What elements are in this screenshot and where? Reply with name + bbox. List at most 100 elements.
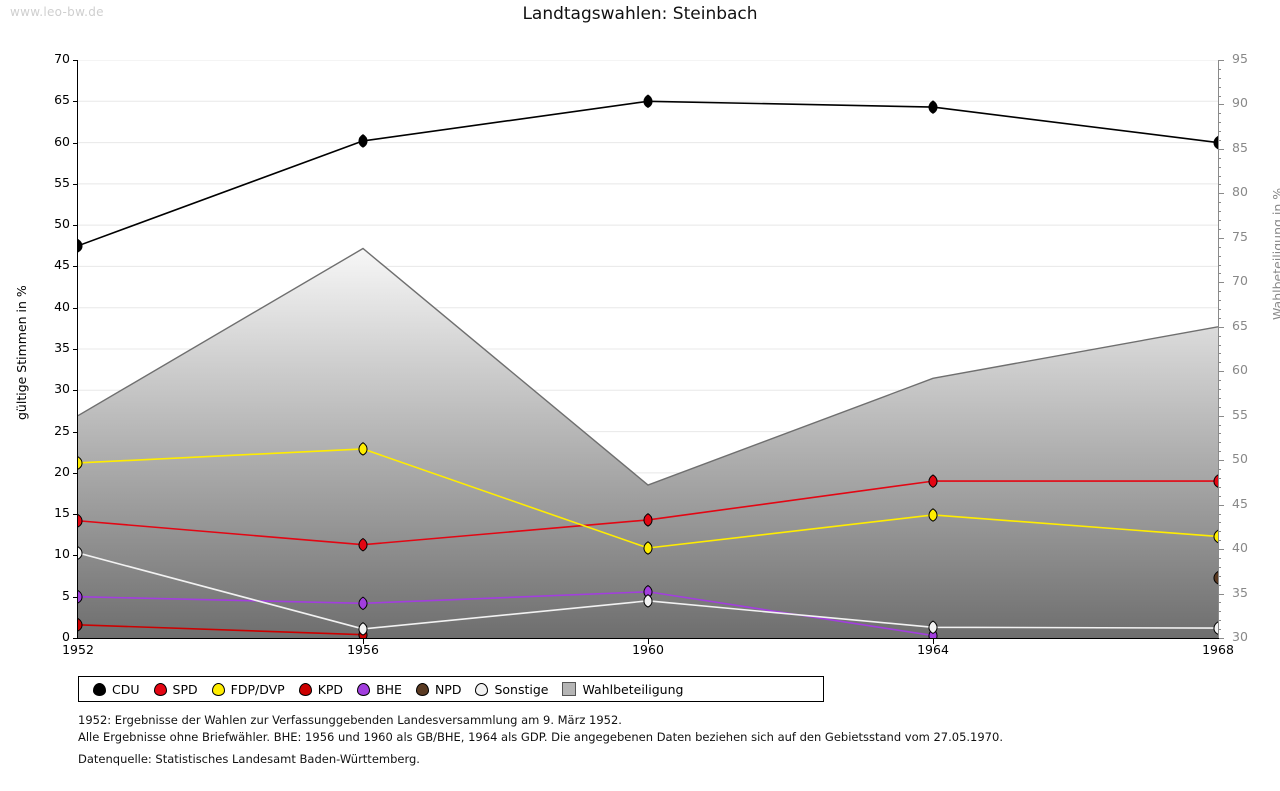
right-axis-tickmark xyxy=(1218,291,1221,293)
left-axis-tickmark xyxy=(73,225,78,227)
right-axis-tickmark xyxy=(1218,140,1221,142)
left-axis-tick: 35 xyxy=(54,340,70,355)
right-axis-tickmark xyxy=(1218,389,1221,390)
legend-label: Sonstige xyxy=(494,681,549,697)
left-axis-tickmark xyxy=(73,142,78,144)
legend-diamond-icon xyxy=(475,682,489,696)
left-axis-tick: 10 xyxy=(54,546,70,562)
right-axis-tick: 90 xyxy=(1232,95,1248,111)
right-axis-tick: 60 xyxy=(1232,362,1248,378)
left-axis-tick: 50 xyxy=(54,216,70,232)
right-axis-tickmark xyxy=(1218,282,1224,284)
right-axis-tickmark xyxy=(1218,469,1221,471)
legend-label: Wahlbeteiligung xyxy=(582,681,684,697)
turnout-area xyxy=(78,247,1218,638)
left-axis-tick: 45 xyxy=(54,257,70,273)
right-axis-tickmark xyxy=(1218,397,1221,399)
left-axis-tickmark xyxy=(73,596,78,598)
legend-label: SPD xyxy=(172,681,198,697)
left-axis-tickmark xyxy=(73,307,78,309)
right-axis-tickmark xyxy=(1218,68,1221,70)
right-axis-tick: 85 xyxy=(1232,139,1248,155)
left-axis-tickmark xyxy=(73,555,78,557)
right-axis-tickmark xyxy=(1218,513,1221,515)
left-axis-tickmark xyxy=(73,472,78,474)
right-axis-tickmark xyxy=(1218,371,1224,373)
right-axis-tickmark xyxy=(1218,255,1221,257)
left-axis-tick: 55 xyxy=(54,174,70,190)
right-axis-tickmark xyxy=(1218,326,1224,328)
right-axis-tickmark xyxy=(1218,211,1221,213)
right-axis-tickmark xyxy=(1218,424,1221,426)
legend-diamond-icon xyxy=(415,682,429,696)
right-axis-tick: 30 xyxy=(1232,629,1248,644)
left-axis-tickmark xyxy=(73,431,78,433)
right-axis-tickmark xyxy=(1218,344,1221,346)
left-axis-tickmark xyxy=(73,638,78,639)
series-points xyxy=(78,94,1218,638)
left-axis-label: gültige Stimmen in % xyxy=(0,60,29,640)
legend-square-icon xyxy=(562,682,577,696)
right-axis-tickmark xyxy=(1218,148,1224,150)
right-axis-tickmark xyxy=(1218,60,1224,61)
right-axis-tickmark xyxy=(1218,486,1221,488)
legend-item-wahlbeteiligung[interactable]: Wahlbeteiligung xyxy=(562,682,683,697)
legend-label: KPD xyxy=(317,681,344,697)
right-axis-tickmark xyxy=(1218,629,1221,631)
left-axis-tick: 0 xyxy=(62,629,70,644)
legend-diamond-icon xyxy=(153,682,167,696)
legend-item-kpd[interactable]: KPD xyxy=(298,681,344,697)
right-axis-tickmark xyxy=(1218,335,1221,337)
right-axis-tick: 50 xyxy=(1232,451,1248,467)
legend-label: FDP/DVP xyxy=(230,681,285,697)
right-axis-tickmark xyxy=(1218,522,1221,524)
chart-svg xyxy=(78,60,1218,638)
left-axis-tickmark xyxy=(73,349,78,350)
right-axis-tickmark xyxy=(1218,557,1221,559)
right-axis-tickmark xyxy=(1218,202,1221,204)
right-axis-tick: 95 xyxy=(1232,51,1248,66)
left-axis-tickmark xyxy=(73,266,78,268)
legend-diamond-icon xyxy=(93,682,106,696)
right-axis-label-text: Wahlbeteiligung in % xyxy=(1270,188,1280,320)
left-axis-tick: 25 xyxy=(54,422,70,438)
right-axis-tick: 65 xyxy=(1232,317,1248,333)
right-axis-tickmark xyxy=(1218,166,1221,168)
note-line-2: Alle Ergebnisse ohne Briefwähler. BHE: 1… xyxy=(78,730,1003,744)
right-axis-tickmark xyxy=(1218,495,1221,497)
legend-item-cdu[interactable]: CDU xyxy=(93,682,140,697)
right-axis-tickmark xyxy=(1218,566,1221,568)
right-axis-tickmark xyxy=(1218,113,1221,115)
legend-diamond-icon xyxy=(298,682,312,696)
right-axis-tickmark xyxy=(1218,237,1224,239)
x-axis-tick: 1956 xyxy=(347,642,379,657)
left-axis-tickmark xyxy=(73,390,78,392)
legend-item-npd[interactable]: NPD xyxy=(415,682,461,697)
right-axis-tickmark xyxy=(1218,77,1221,79)
right-axis-tickmark xyxy=(1218,104,1224,106)
note-line-1: 1952: Ergebnisse der Wahlen zur Verfassu… xyxy=(78,713,622,727)
chart-legend: CDU SPD FDP/DVP KPD BHE NPD Sonstige Wahlbeteil… xyxy=(78,676,824,702)
right-axis-tick: 40 xyxy=(1232,540,1248,556)
right-axis-tickmark xyxy=(1218,380,1221,382)
right-axis-tickmark xyxy=(1218,273,1221,275)
left-axis-tick: 65 xyxy=(54,92,70,108)
left-axis-tick: 30 xyxy=(54,381,70,397)
legend-item-spd[interactable]: SPD xyxy=(153,681,198,697)
x-axis-tickmark xyxy=(648,639,649,644)
legend-item-bhe[interactable]: BHE xyxy=(357,682,402,697)
x-axis-tick: 1964 xyxy=(917,642,949,657)
legend-item-fdp-dvp[interactable]: FDP/DVP xyxy=(211,681,285,697)
right-axis-tickmark xyxy=(1218,406,1221,408)
right-axis-tickmark xyxy=(1218,540,1221,542)
chart-notes: 1952: Ergebnisse der Wahlen zur Verfassu… xyxy=(78,712,1003,746)
legend-item-sonstige[interactable]: Sonstige xyxy=(475,682,548,697)
right-axis-tickmark xyxy=(1218,86,1221,88)
right-axis-tickmark xyxy=(1218,531,1221,533)
right-axis-tickmark xyxy=(1218,460,1224,462)
page-title: Landtagswahlen: Steinbach xyxy=(522,4,758,24)
right-axis-tick: 70 xyxy=(1232,273,1248,289)
right-axis-tickmark xyxy=(1218,122,1221,124)
left-axis-tick: 20 xyxy=(54,463,70,479)
watermark: www.leo-bw.de xyxy=(10,5,104,19)
